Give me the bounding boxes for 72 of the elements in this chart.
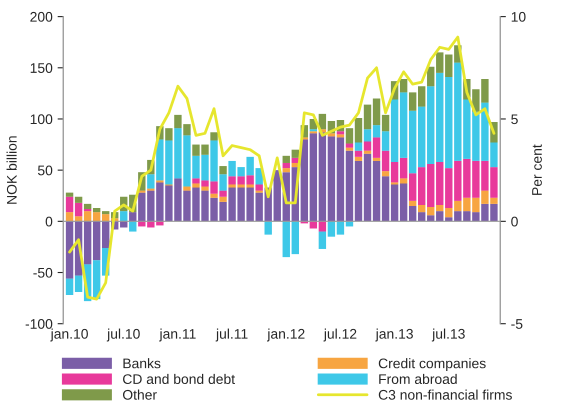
bar <box>382 171 390 176</box>
y-tick-label: 0 <box>46 216 52 227</box>
y2-tick-label: 0 <box>511 216 518 227</box>
bar <box>192 178 200 184</box>
bar <box>201 186 209 191</box>
bar <box>346 150 354 222</box>
x-tick-label: jan.10 <box>50 328 88 342</box>
bar <box>346 128 354 144</box>
x-tick-label: jan.12 <box>267 328 304 342</box>
legend-label: Credit companies <box>378 358 486 372</box>
bar <box>192 188 200 222</box>
y-tick-label: 100 <box>30 114 52 124</box>
legend-label: CD and bond debt <box>123 374 235 384</box>
bar <box>354 118 362 143</box>
x-tick-label: jan.11 <box>159 328 196 342</box>
bar <box>219 166 227 174</box>
legend-label: C3 non-financial firms <box>378 390 512 400</box>
bar <box>354 150 362 157</box>
bar <box>120 211 128 222</box>
bar <box>192 183 200 188</box>
bar <box>282 162 290 168</box>
bar <box>210 194 218 198</box>
bar <box>129 221 136 232</box>
bar <box>354 142 362 151</box>
bar <box>66 192 74 197</box>
bar <box>364 141 372 151</box>
y-tick-label: -100 <box>26 319 52 329</box>
bar <box>210 132 218 140</box>
bar <box>192 144 200 156</box>
y2-axis-title: Per cent <box>532 144 542 195</box>
bar <box>192 156 200 178</box>
x-tick-label: jul.12 <box>324 328 356 342</box>
bar <box>255 184 263 191</box>
y2-tick-label: -5 <box>511 319 522 329</box>
bar <box>201 180 209 187</box>
bar <box>364 150 372 154</box>
legend-label: Other <box>122 390 157 400</box>
y-tick-label: 150 <box>30 63 52 73</box>
y-axis-title: NOK billion <box>6 136 17 204</box>
y-tick-label: 50 <box>38 165 52 176</box>
bar <box>364 129 372 142</box>
y2-tick-label: 10 <box>512 12 526 22</box>
y-tick-label: 200 <box>30 12 52 22</box>
bar <box>183 186 191 191</box>
bar <box>346 144 354 148</box>
x-tick-label: jul.10 <box>106 328 140 342</box>
legend-label: Banks <box>123 358 160 368</box>
bar <box>372 158 380 161</box>
bar <box>210 181 218 194</box>
bar <box>354 160 362 222</box>
bar <box>264 221 272 235</box>
bar <box>219 196 227 202</box>
bar <box>201 154 209 180</box>
bar <box>210 140 218 182</box>
bar <box>364 104 372 130</box>
bar <box>354 156 362 161</box>
bar <box>364 154 372 222</box>
legend-label: From abroad <box>379 374 457 384</box>
x-tick-label: jan.13 <box>375 328 413 342</box>
x-tick-label: jul.11 <box>216 328 248 342</box>
y-tick-label: -50 <box>33 268 52 278</box>
y2-tick-label: 5 <box>511 114 518 124</box>
bar <box>74 196 82 203</box>
bar <box>282 168 290 172</box>
bar <box>336 131 344 134</box>
bar <box>201 144 209 155</box>
bar <box>210 198 218 222</box>
x-tick-label: jul.13 <box>432 328 465 342</box>
bar <box>219 190 227 197</box>
bar <box>201 190 209 222</box>
line-series <box>68 36 496 301</box>
bar <box>346 148 354 151</box>
